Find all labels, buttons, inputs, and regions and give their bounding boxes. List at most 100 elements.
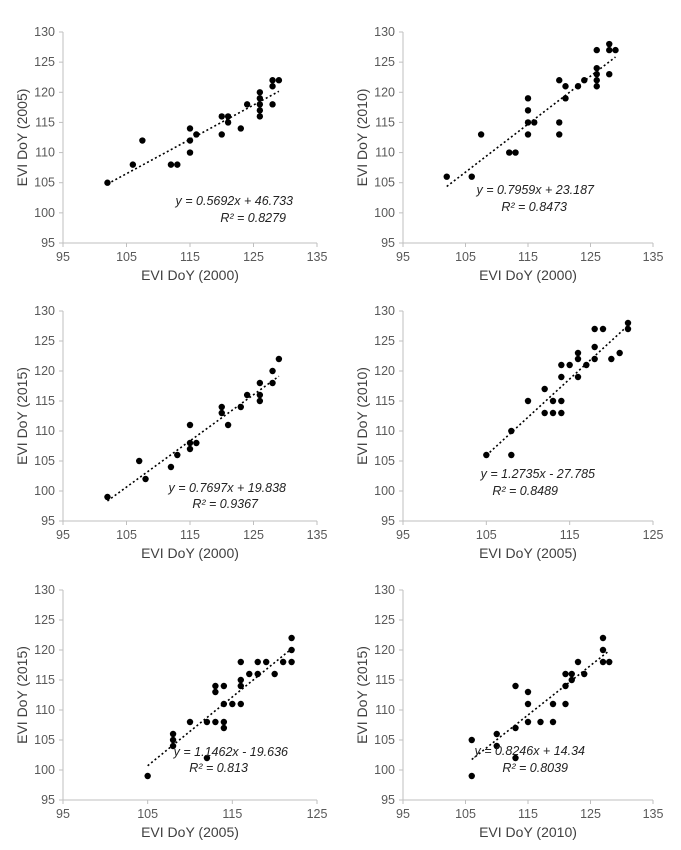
data-point (549, 409, 557, 417)
trendline (107, 90, 280, 185)
y-tick-label: 100 (374, 763, 395, 777)
data-point (477, 131, 485, 138)
r-squared-label: R² = 0.8279 (220, 211, 286, 225)
data-point (275, 77, 283, 84)
data-point (468, 173, 475, 180)
data-point (256, 89, 264, 96)
data-point (212, 682, 219, 690)
y-tick-label: 130 (374, 583, 395, 597)
data-point (169, 730, 177, 738)
y-tick-label: 100 (374, 206, 395, 220)
y-tick-label: 95 (41, 514, 55, 528)
data-point (224, 113, 232, 120)
data-point (537, 718, 544, 726)
regression-equation: y = 1.1462x - 19.636 (173, 745, 288, 759)
y-tick-label: 125 (34, 55, 55, 69)
data-point (275, 355, 283, 363)
trendline (485, 324, 629, 456)
data-point (583, 361, 590, 369)
chart-panel-2: 95 100 105 110 115 120 125 130 95 105 115 125 135 EVI… (354, 25, 663, 283)
data-point (566, 361, 573, 369)
regression-equation: y = 0.7959x + 23.187 (476, 183, 596, 197)
y-tick-label: 105 (374, 733, 395, 747)
trendline (147, 648, 293, 767)
x-tick-label: 125 (307, 807, 328, 821)
y-tick-label: 125 (34, 334, 55, 348)
data-point (468, 736, 475, 744)
data-point (203, 718, 211, 726)
chart-panel-6: 95 100 105 110 115 120 125 130 95 105 115 125 135 EVI… (354, 583, 663, 840)
y-tick-label: 120 (374, 643, 395, 657)
x-tick-label: 95 (396, 807, 410, 821)
x-tick-label: 125 (643, 528, 664, 542)
data-point (104, 493, 111, 501)
data-point (556, 119, 563, 126)
data-point (593, 77, 600, 84)
data-point (237, 403, 244, 411)
x-tick-label: 125 (243, 250, 264, 264)
data-point (186, 445, 194, 453)
data-point (218, 131, 225, 138)
data-point (599, 658, 607, 666)
data-point (468, 772, 475, 780)
data-point (549, 397, 557, 405)
data-point (524, 688, 532, 696)
data-point (549, 718, 557, 726)
y-tick-label: 110 (35, 424, 55, 438)
regression-equation: y = 0.5692x + 46.733 (175, 194, 294, 208)
data-point (167, 463, 175, 471)
y-tick-label: 110 (35, 146, 55, 160)
data-point (506, 149, 513, 156)
y-tick-label: 100 (374, 484, 395, 498)
data-point (256, 397, 264, 405)
x-tick-label: 95 (56, 250, 70, 264)
y-tick-label: 110 (375, 703, 395, 717)
y-tick-label: 130 (34, 25, 55, 39)
x-tick-label: 95 (56, 528, 70, 542)
data-point (558, 409, 565, 417)
data-point (512, 149, 519, 156)
x-tick-label: 115 (518, 250, 538, 264)
x-tick-label: 135 (643, 250, 664, 264)
r-squared-label: R² = 0.9367 (192, 497, 259, 511)
y-axis-label: EVI DoY (2015) (14, 646, 30, 744)
data-point (237, 682, 244, 690)
data-point (606, 71, 613, 78)
x-tick-label: 135 (307, 528, 328, 542)
y-tick-label: 115 (35, 673, 55, 687)
data-point (483, 451, 490, 459)
data-point (558, 373, 565, 381)
data-point (269, 379, 276, 387)
y-tick-label: 100 (34, 484, 55, 498)
y-tick-label: 100 (34, 763, 55, 777)
data-point (524, 131, 532, 138)
data-point (606, 46, 613, 54)
data-point (139, 137, 146, 144)
data-point (218, 403, 225, 411)
y-tick-label: 95 (41, 236, 55, 250)
chart-panel-5: 95 100 105 110 115 120 125 130 95 105 115 125 EVI Do… (14, 583, 327, 840)
data-point (237, 125, 244, 132)
data-point (591, 355, 598, 363)
y-axis-label: EVI DoY (2010) (354, 367, 370, 465)
data-point (443, 173, 450, 180)
data-point (606, 658, 613, 666)
y-tick-label: 125 (374, 613, 395, 627)
y-tick-label: 110 (35, 703, 55, 717)
y-axis-label: EVI DoY (2010) (354, 89, 370, 187)
data-point (524, 95, 532, 102)
x-tick-label: 125 (580, 250, 601, 264)
data-point (524, 107, 532, 114)
data-point (229, 700, 236, 708)
data-point (508, 451, 515, 459)
data-point (512, 754, 519, 762)
chart-panel-4: 95 100 105 110 115 120 125 130 95 105 115 125 EVI Do… (354, 304, 663, 561)
y-tick-label: 130 (374, 25, 395, 39)
y-tick-label: 105 (34, 733, 55, 747)
data-point (562, 83, 569, 90)
data-point (218, 113, 225, 120)
data-point (129, 161, 137, 168)
data-point (256, 379, 264, 387)
x-tick-label: 135 (307, 250, 328, 264)
